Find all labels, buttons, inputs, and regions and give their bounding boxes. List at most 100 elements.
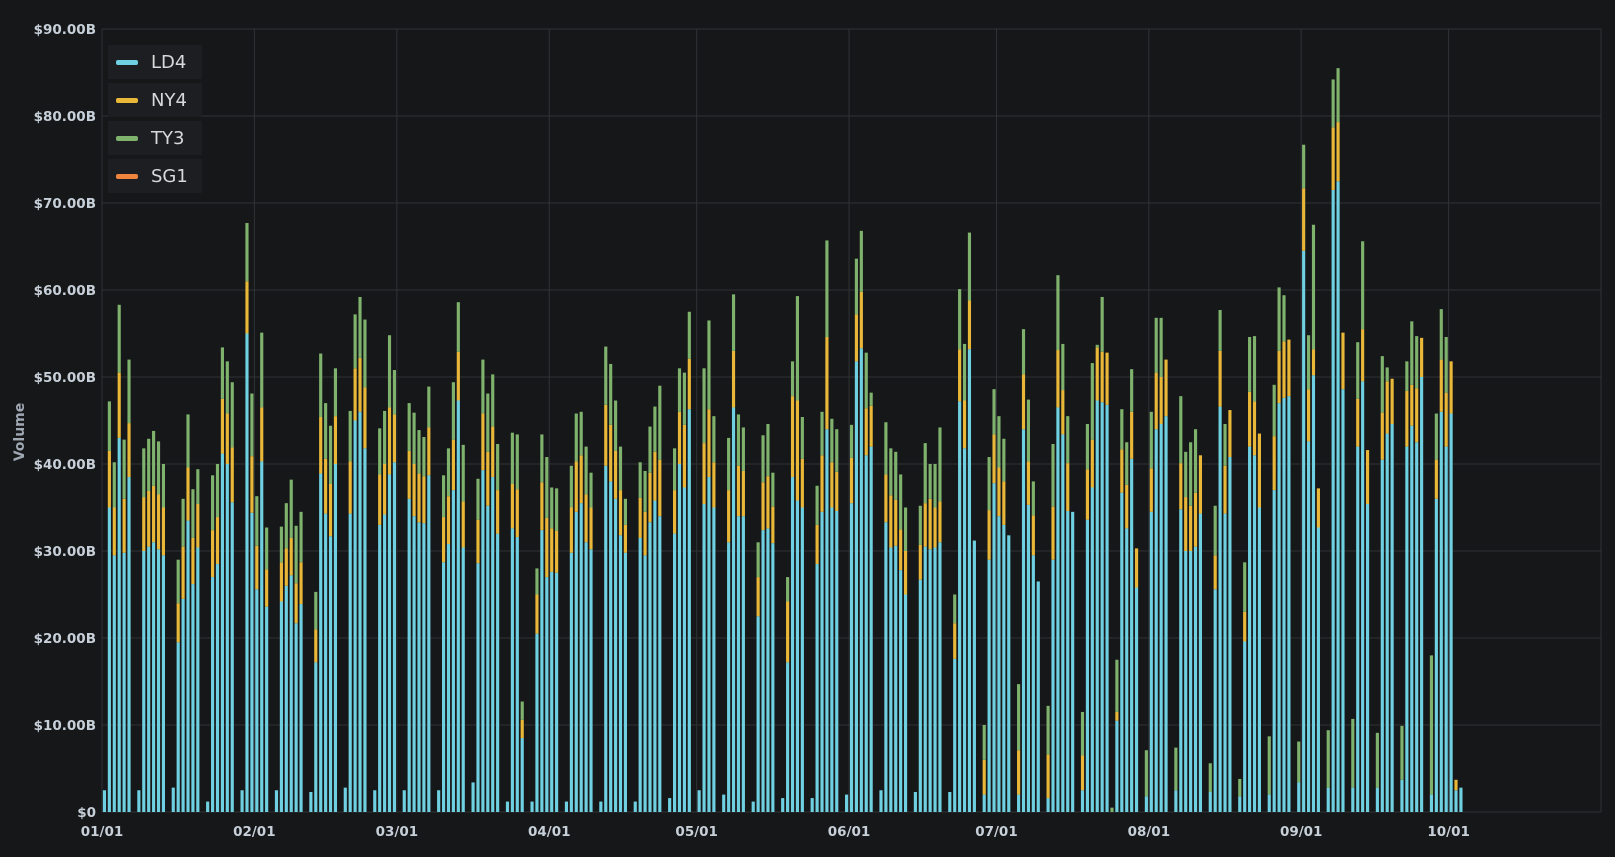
- bar-segment-ty3[interactable]: [795, 296, 800, 401]
- bar-segment-ty3[interactable]: [1110, 807, 1114, 812]
- bar-segment-ny4[interactable]: [147, 490, 151, 547]
- bar-segment-ty3[interactable]: [451, 382, 455, 440]
- bar-segment-ny4[interactable]: [196, 504, 200, 548]
- bar-segment-ny4[interactable]: [1095, 347, 1099, 401]
- bar-segment-ld4[interactable]: [240, 790, 244, 812]
- bar-segment-ty3[interactable]: [1243, 562, 1247, 612]
- bar-segment-ty3[interactable]: [520, 701, 524, 720]
- bar-segment-ty3[interactable]: [422, 437, 426, 477]
- bar-segment-ld4[interactable]: [225, 464, 229, 812]
- bar-segment-ny4[interactable]: [451, 439, 455, 491]
- bar-segment-ny4[interactable]: [992, 434, 996, 484]
- bar-segment-ny4[interactable]: [245, 281, 249, 334]
- bar-segment-ld4[interactable]: [260, 461, 264, 812]
- bar-segment-ny4[interactable]: [1307, 389, 1311, 442]
- bar-segment-ld4[interactable]: [1080, 790, 1085, 812]
- bar-segment-ty3[interactable]: [589, 472, 593, 508]
- bar-segment-ty3[interactable]: [1046, 705, 1050, 755]
- bar-segment-ld4[interactable]: [997, 516, 1001, 812]
- bar-segment-ld4[interactable]: [481, 470, 485, 812]
- bar-segment-ty3[interactable]: [1311, 224, 1316, 350]
- bar-segment-ny4[interactable]: [515, 489, 519, 538]
- legend-item-ty3[interactable]: TY3: [108, 121, 202, 155]
- bar-segment-ty3[interactable]: [255, 496, 259, 546]
- bar-segment-ny4[interactable]: [731, 350, 736, 408]
- bar-segment-ny4[interactable]: [265, 569, 269, 607]
- bar-segment-ty3[interactable]: [127, 359, 131, 424]
- bar-segment-ld4[interactable]: [899, 570, 903, 812]
- bar-segment-ny4[interactable]: [152, 485, 156, 543]
- bar-segment-ny4[interactable]: [510, 484, 514, 529]
- bar-segment-ld4[interactable]: [1046, 798, 1050, 812]
- bar-segment-ld4[interactable]: [1444, 446, 1448, 812]
- bar-segment-ld4[interactable]: [250, 512, 254, 812]
- bar-segment-ty3[interactable]: [1179, 396, 1183, 464]
- bar-segment-ld4[interactable]: [903, 594, 908, 813]
- bar-segment-ld4[interactable]: [1154, 429, 1158, 812]
- bar-segment-ty3[interactable]: [712, 416, 716, 463]
- bar-segment-ld4[interactable]: [505, 801, 510, 812]
- bar-segment-ld4[interactable]: [1272, 490, 1276, 812]
- bar-segment-ty3[interactable]: [1444, 336, 1448, 393]
- bar-segment-ld4[interactable]: [1375, 787, 1379, 812]
- bar-segment-ty3[interactable]: [638, 462, 642, 498]
- bar-segment-ld4[interactable]: [830, 507, 834, 813]
- bar-segment-ny4[interactable]: [127, 423, 131, 478]
- bar-segment-ny4[interactable]: [225, 413, 229, 464]
- bar-segment-ld4[interactable]: [1017, 794, 1021, 812]
- bar-segment-ty3[interactable]: [741, 427, 745, 471]
- bar-segment-ty3[interactable]: [903, 507, 908, 552]
- bar-segment-ty3[interactable]: [299, 511, 303, 563]
- bar-segment-ny4[interactable]: [348, 461, 352, 514]
- bar-segment-ty3[interactable]: [1100, 296, 1104, 352]
- bar-segment-ny4[interactable]: [314, 629, 318, 663]
- bar-segment-ld4[interactable]: [1248, 446, 1252, 812]
- bar-segment-ty3[interactable]: [1356, 342, 1360, 399]
- bar-segment-ld4[interactable]: [456, 400, 460, 812]
- bar-segment-ld4[interactable]: [1302, 250, 1306, 813]
- bar-segment-ty3[interactable]: [427, 386, 431, 428]
- bar-segment-ld4[interactable]: [279, 601, 283, 812]
- bar-segment-ld4[interactable]: [967, 349, 972, 812]
- bar-segment-ty3[interactable]: [328, 425, 333, 485]
- bar-segment-ny4[interactable]: [191, 537, 195, 585]
- bar-segment-ld4[interactable]: [353, 420, 357, 813]
- bar-segment-ld4[interactable]: [186, 520, 190, 812]
- bar-segment-ny4[interactable]: [1100, 351, 1104, 403]
- bar-segment-ld4[interactable]: [938, 542, 942, 812]
- bar-segment-ny4[interactable]: [387, 407, 392, 475]
- bar-segment-ny4[interactable]: [260, 407, 264, 462]
- bar-segment-ny4[interactable]: [1080, 755, 1085, 791]
- bar-segment-ty3[interactable]: [1154, 317, 1158, 373]
- bar-segment-ny4[interactable]: [186, 467, 190, 521]
- bar-segment-ny4[interactable]: [1444, 392, 1448, 447]
- bar-segment-ny4[interactable]: [648, 472, 652, 523]
- bar-segment-ld4[interactable]: [1287, 396, 1291, 812]
- bar-segment-ld4[interactable]: [766, 528, 770, 812]
- bar-segment-ny4[interactable]: [653, 451, 657, 501]
- bar-segment-ty3[interactable]: [412, 412, 416, 464]
- bar-segment-ty3[interactable]: [830, 418, 834, 463]
- bar-segment-ld4[interactable]: [982, 794, 986, 812]
- bar-segment-ny4[interactable]: [1228, 410, 1232, 458]
- bar-segment-ld4[interactable]: [795, 500, 800, 812]
- bar-segment-ld4[interactable]: [1056, 407, 1060, 812]
- bar-segment-ld4[interactable]: [854, 361, 858, 812]
- bar-segment-ld4[interactable]: [156, 549, 161, 812]
- bar-segment-ld4[interactable]: [815, 564, 819, 812]
- bar-segment-ny4[interactable]: [1390, 378, 1394, 424]
- bar-segment-ny4[interactable]: [795, 400, 800, 501]
- bar-segment-ld4[interactable]: [363, 448, 367, 812]
- bar-segment-ld4[interactable]: [1193, 546, 1198, 812]
- bar-segment-ty3[interactable]: [854, 258, 858, 315]
- bar-segment-ny4[interactable]: [392, 414, 397, 463]
- bar-segment-ny4[interactable]: [491, 426, 495, 478]
- bar-segment-ld4[interactable]: [1405, 446, 1409, 812]
- bar-segment-ty3[interactable]: [889, 448, 893, 496]
- bar-segment-ld4[interactable]: [958, 401, 962, 812]
- bar-segment-ty3[interactable]: [677, 368, 682, 412]
- bar-segment-ny4[interactable]: [1331, 127, 1335, 190]
- bar-segment-ld4[interactable]: [869, 446, 873, 812]
- bar-segment-ld4[interactable]: [894, 545, 898, 812]
- bar-segment-ty3[interactable]: [825, 240, 829, 337]
